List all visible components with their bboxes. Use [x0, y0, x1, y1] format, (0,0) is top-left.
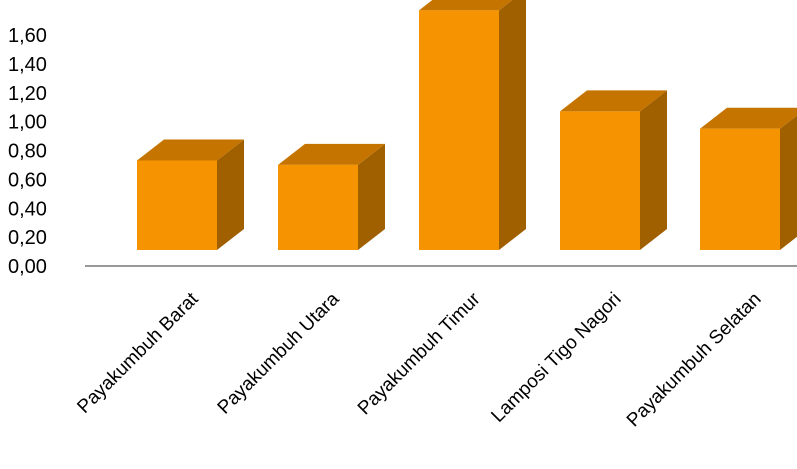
- bar-front-face: [419, 10, 499, 251]
- bar-side-face: [358, 143, 385, 250]
- y-tick-label: 0,00: [8, 256, 47, 278]
- x-tick-label: Payakumbuh Utara: [214, 288, 344, 418]
- y-tick-label: 1,40: [8, 54, 47, 76]
- bar: [700, 107, 797, 250]
- bar-front-face: [278, 164, 358, 250]
- y-tick-label: 1,60: [8, 25, 47, 47]
- bar: [419, 0, 526, 251]
- bar-front-face: [700, 128, 780, 250]
- bar-side-face: [780, 115, 797, 250]
- x-tick-label: Payakumbuh Barat: [73, 288, 203, 418]
- bar-top-face: [700, 107, 797, 129]
- x-tick-label: Payakumbuh Timur: [354, 288, 485, 419]
- x-tick-label: Payakumbuh Selatan: [623, 289, 766, 432]
- bar: [278, 143, 385, 250]
- y-tick-label: 0,60: [8, 169, 47, 191]
- bar-top-face: [137, 139, 244, 161]
- y-tick-label: 0,80: [8, 141, 47, 163]
- bar-side-face: [640, 90, 667, 251]
- bar: [560, 90, 667, 251]
- bar: [137, 139, 244, 250]
- bar-top-face: [560, 90, 667, 112]
- bar-top-face: [278, 143, 385, 165]
- bar-front-face: [137, 160, 217, 250]
- y-tick-label: 1,20: [8, 83, 47, 105]
- bar-top-face: [419, 0, 513, 11]
- y-tick-label: 0,20: [8, 227, 47, 249]
- y-tick-label: 1,00: [8, 112, 47, 134]
- bar-side-face: [499, 0, 526, 250]
- x-tick-label: Lamposi Tigo Nagori: [487, 289, 625, 427]
- bar-side-face: [217, 139, 244, 250]
- y-tick-label: 0,40: [8, 198, 47, 220]
- bar-front-face: [560, 111, 640, 251]
